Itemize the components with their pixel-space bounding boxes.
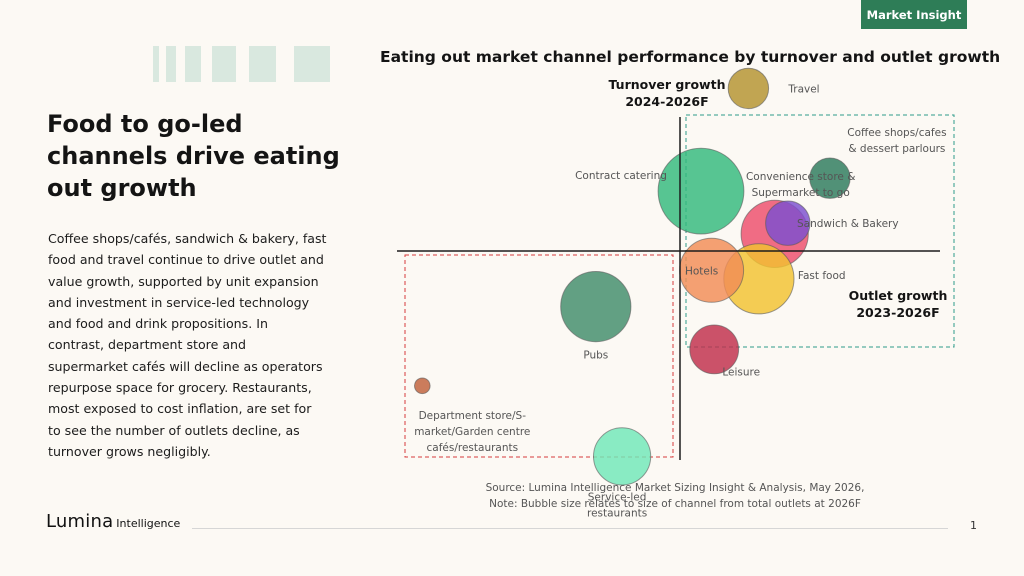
- bubble-label: Contract catering: [575, 170, 667, 182]
- market-insight-badge: Market Insight: [861, 0, 967, 29]
- bubble-label-layer: Travel Contract catering Convenience store…: [414, 83, 946, 519]
- body-line: supermarket cafés will decline as operat…: [48, 358, 323, 374]
- bubble-department-store-s-market-garden-centre-caf-s-restaurants: [414, 377, 431, 395]
- y-axis-title-line: Turnover growth: [609, 77, 726, 92]
- bubble-sandwich-bakery: [765, 200, 811, 246]
- bubble-label: Pubs: [583, 350, 608, 362]
- body-line: value growth, supported by unit expansio…: [48, 273, 319, 289]
- footer-divider: [192, 528, 948, 529]
- company-logo: Lumina Intelligence: [46, 511, 180, 532]
- body-line: Coffee shops/cafés, sandwich & bakery, f…: [48, 231, 327, 246]
- bubble-label: Service-led restaurants: [587, 491, 647, 519]
- page-number: 1: [970, 519, 977, 532]
- body-line: contrast, department store and: [48, 337, 247, 353]
- body-line: most exposed to cost inflation, are set …: [48, 401, 312, 417]
- logo-wordmark: Lumina: [46, 511, 114, 532]
- deco-bar-6: [294, 46, 330, 82]
- bubble-travel: [727, 67, 770, 110]
- body-line: repurpose space for grocery. Restaurants…: [48, 380, 312, 396]
- headline-line: channels drive eating: [47, 142, 340, 170]
- bubble-service-led-restaurants: [593, 427, 652, 486]
- deco-bar-2: [166, 46, 176, 82]
- source-note: Source: Lumina Intelligence Market Sizin…: [430, 480, 920, 512]
- body-line: to see the number of outlets decline, as: [48, 422, 300, 438]
- headline-line: out growth: [47, 174, 197, 202]
- bubble-label: Leisure: [722, 366, 760, 378]
- bubble-label: Department store/S-market/Garden centre c…: [414, 410, 530, 454]
- deco-bar-5: [249, 46, 276, 82]
- deco-bar-3: [185, 46, 201, 82]
- chart-title: Eating out market channel performance by…: [380, 48, 1001, 66]
- bubble-label: Fast food: [798, 270, 846, 282]
- source-line: Source: Lumina Intelligence Market Sizin…: [485, 482, 865, 494]
- body-line: and food and drink propositions. In: [48, 316, 268, 332]
- bubble-leisure: [689, 324, 740, 375]
- bubble-layer: [414, 67, 851, 486]
- headline-line: Food to go-led: [47, 110, 243, 138]
- deco-bar-1: [153, 46, 159, 82]
- bubble-label: Sandwich & Bakery: [797, 218, 899, 230]
- bubble-contract-catering: [657, 147, 745, 235]
- bubble-label: Travel: [787, 83, 819, 95]
- bubble-label: Coffee shops/cafes & dessert parlours: [847, 127, 946, 155]
- body-line: turnover grows negligibly.: [48, 443, 211, 459]
- body-line: and investment in service-led technology: [48, 294, 310, 310]
- body-line: food and travel continue to drive outlet…: [48, 252, 324, 268]
- headline: Food to go-led channels drive eating out…: [47, 108, 347, 204]
- bubble-pubs: [560, 271, 632, 343]
- source-line: Note: Bubble size relates to size of cha…: [489, 498, 861, 510]
- x-axis-title-line: Outlet growth: [849, 288, 948, 303]
- x-axis-title-line: 2023-2026F: [856, 305, 939, 320]
- bubble-label: Hotels: [685, 265, 718, 277]
- y-axis-title-line: 2024-2026F: [625, 94, 708, 109]
- bubble-coffee-shops-cafes-dessert-parlours: [809, 157, 851, 199]
- deco-bar-4: [212, 46, 236, 82]
- logo-subtitle: Intelligence: [116, 517, 181, 530]
- declining-quadrant-box: [404, 254, 674, 458]
- bubble-label: Convenience store & Supermarket to go: [746, 171, 855, 199]
- body-paragraph: Coffee shops/cafés, sandwich & bakery, f…: [48, 228, 340, 462]
